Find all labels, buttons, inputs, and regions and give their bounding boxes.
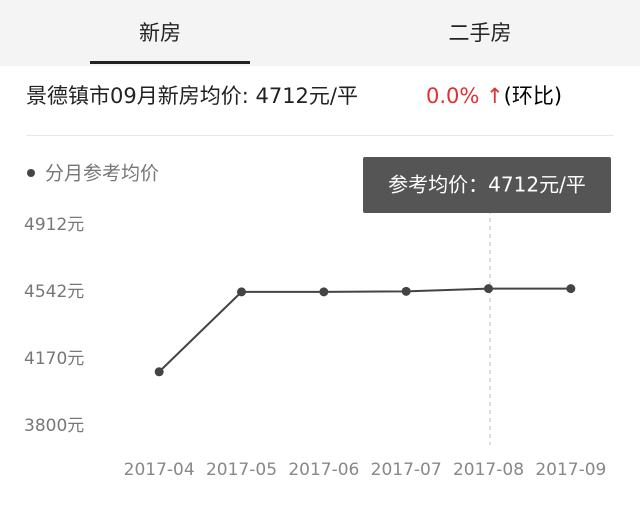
tab[interactable]: 二手房 (448, 21, 512, 45)
data-point (401, 286, 411, 296)
divider (26, 135, 614, 136)
tab[interactable]: 新房 (0, 0, 320, 66)
data-point (237, 287, 246, 297)
x-tick-label: 2017-07 (371, 460, 442, 480)
x-tick-label: 2017-06 (288, 460, 359, 480)
y-tick-label: 3800元 (24, 416, 84, 436)
y-tick-label: 4542元 (24, 282, 84, 302)
price-summary: 景德镇市09月新房均价: 4712元/平 (26, 84, 358, 108)
x-tick-label: 2017-05 (206, 460, 277, 480)
y-tick-label: 4912元 (24, 215, 84, 235)
x-tick-label: 2017-09 (535, 460, 606, 480)
data-point (154, 367, 164, 377)
y-tick-label: 4170元 (24, 349, 84, 369)
tab-bar: 新房 二手房 (0, 0, 640, 66)
x-tick-label: 2017-08 (453, 460, 524, 480)
tooltip-text: 参考均价：4712元/平 (388, 173, 586, 197)
tooltip-box (363, 157, 611, 213)
data-point (319, 287, 329, 297)
data-point (484, 284, 493, 294)
data-point (566, 284, 576, 294)
change: 0.0% ↑(环比) (426, 80, 562, 112)
change-note: (环比) (503, 84, 563, 108)
series-line (158, 287, 571, 373)
change-value: 0.0% ↑ (426, 84, 504, 108)
x-tick-label: 2017-04 (124, 460, 195, 480)
legend-marker (27, 169, 35, 177)
legend-label: 分月参考均价 (45, 163, 159, 185)
